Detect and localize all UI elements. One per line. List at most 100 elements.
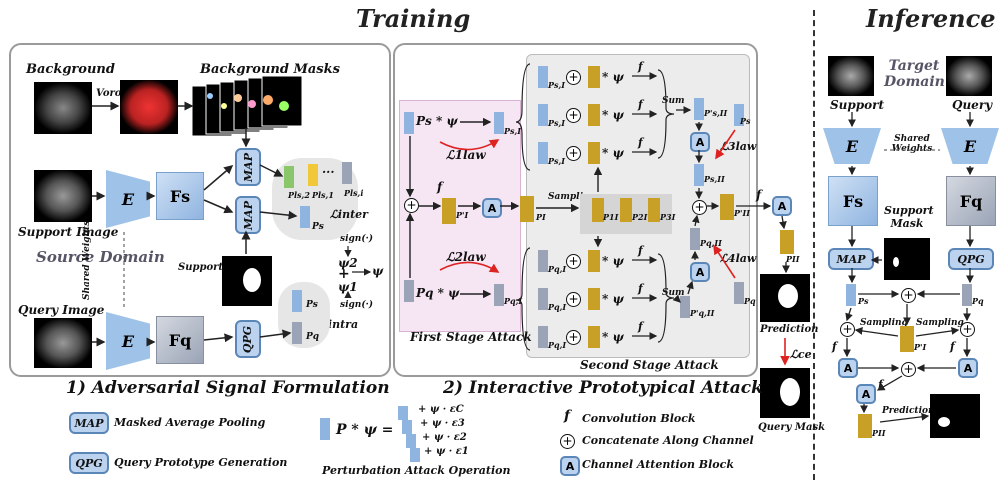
times-psi-lower-1: * ψ bbox=[602, 254, 624, 268]
dots: ... bbox=[322, 162, 335, 176]
ps-label: Ps bbox=[312, 222, 324, 232]
times-psi-lower-2: * ψ bbox=[602, 292, 624, 306]
source-domain-label: Source Domain bbox=[36, 248, 165, 266]
fs-feature: Fs bbox=[156, 172, 204, 220]
l-ce-label: ℒce bbox=[790, 348, 812, 361]
law3-label: ℒ3law bbox=[720, 140, 757, 153]
p-s1-label: Pls,1 bbox=[312, 190, 334, 200]
map-block-1: MAP bbox=[235, 148, 261, 186]
times-psi-upper-3: * ψ bbox=[602, 146, 624, 160]
law4-label: ℒ4law bbox=[720, 252, 757, 265]
ps-I-1-label: Ps,I bbox=[548, 80, 566, 90]
inference-pq-label: Pq bbox=[972, 296, 984, 306]
pII-label: PII bbox=[786, 254, 800, 264]
p2-upper bbox=[588, 104, 600, 126]
inference-fs: Fs bbox=[828, 176, 878, 226]
pI bbox=[520, 196, 534, 222]
ps-I-1 bbox=[538, 66, 548, 88]
pq-psi-label: Pq * ψ bbox=[416, 286, 460, 300]
pq-right-label: Pq bbox=[744, 296, 756, 306]
p2-lower bbox=[588, 288, 600, 310]
pq-I-1-label: Pq,I bbox=[548, 264, 567, 274]
ps-I-2-label: Ps,I bbox=[548, 118, 566, 128]
inference-support-encoder: E bbox=[823, 128, 881, 164]
first-stage-label: First Stage Attack bbox=[410, 330, 532, 344]
psi1-label: ψ1 bbox=[338, 280, 358, 294]
legend-a-box: A bbox=[560, 456, 580, 476]
f-lower-3: f bbox=[638, 320, 643, 333]
pq-label: Pq bbox=[306, 332, 320, 342]
times-psi-upper-2: * ψ bbox=[602, 108, 624, 122]
query-image bbox=[34, 318, 92, 368]
sum-lower: Sum bbox=[662, 288, 685, 298]
sign-label-2: sign(·) bbox=[340, 300, 373, 310]
pq-I-1 bbox=[538, 250, 548, 272]
legend-perturb-lhs: P * ψ = bbox=[336, 422, 394, 438]
sign-label-1: sign(·) bbox=[340, 234, 373, 244]
pI-label: PI bbox=[536, 212, 546, 222]
prototype-pq bbox=[292, 322, 302, 344]
support-image bbox=[34, 170, 92, 222]
pq-I bbox=[494, 284, 504, 306]
legend-perturb-caption: Perturbation Attack Operation bbox=[322, 464, 511, 477]
pq-II-label: Pq,II bbox=[700, 238, 722, 248]
fq-feature: Fq bbox=[156, 316, 204, 364]
query-mask-label: Query Mask bbox=[758, 422, 826, 433]
ps-I-label: Ps,I bbox=[504, 126, 522, 136]
support-encoder: E bbox=[106, 170, 150, 228]
pI-prime-label: P'I bbox=[456, 210, 469, 220]
attention-out: A bbox=[772, 196, 792, 216]
ps-I-3 bbox=[538, 142, 548, 164]
inference-f-left: f bbox=[832, 340, 837, 353]
ps-I bbox=[494, 112, 504, 134]
prototype-s2 bbox=[284, 166, 294, 188]
inference-query-encoder: E bbox=[941, 128, 999, 164]
legend-map-box: MAP bbox=[69, 412, 109, 434]
concat-lower-3: + bbox=[566, 330, 581, 345]
pII bbox=[780, 230, 794, 254]
inference-f-right: f bbox=[950, 340, 955, 353]
times-psi-upper-1: * ψ bbox=[602, 70, 624, 84]
prototype-ps bbox=[300, 206, 310, 228]
prediction-label: Prediction bbox=[760, 324, 819, 335]
p3-label: P3I bbox=[660, 212, 676, 222]
legend-stack-3 bbox=[406, 434, 416, 448]
query-image-label: Query Image bbox=[18, 303, 105, 317]
p2 bbox=[620, 198, 632, 222]
inference-pII-label: PII bbox=[872, 428, 886, 438]
p1-upper bbox=[588, 66, 600, 88]
background-image bbox=[34, 82, 92, 134]
l-inter-label: ℒinter bbox=[330, 208, 368, 221]
ps-II-prime bbox=[694, 98, 704, 120]
legend-term-3: + ψ · ε3 bbox=[420, 418, 465, 429]
prototype-si bbox=[342, 162, 352, 184]
inference-sampling-right: Sampling bbox=[916, 318, 964, 328]
legend-concat-desc: Concatenate Along Channel bbox=[582, 434, 754, 447]
inference-support-mask bbox=[884, 238, 930, 280]
inference-concat-bottom: + bbox=[901, 362, 916, 377]
inference-pII bbox=[858, 414, 872, 438]
pq-right bbox=[734, 282, 744, 304]
f-label-first: f bbox=[437, 180, 443, 194]
f-upper-2: f bbox=[638, 98, 643, 111]
qpg-block: QPG bbox=[235, 320, 261, 358]
prototype-s1 bbox=[308, 164, 318, 186]
concat-upper-2: + bbox=[566, 108, 581, 123]
pq-I-2 bbox=[538, 288, 548, 310]
caption-interactive: 2) Interactive Prototypical Attack bbox=[443, 378, 763, 398]
f-out: f bbox=[756, 188, 762, 202]
concat-lower-2: + bbox=[566, 292, 581, 307]
inference-pq bbox=[962, 284, 972, 306]
f-lower-2: f bbox=[638, 282, 643, 295]
inference-qpg: QPG bbox=[948, 248, 994, 270]
inference-pI-prime-label: P'I bbox=[914, 342, 927, 352]
sum-upper: Sum bbox=[662, 96, 685, 106]
inference-support-label: Support bbox=[830, 98, 885, 112]
p1-label: P1I bbox=[603, 212, 619, 222]
p-s2-label: Pls,2 bbox=[288, 190, 310, 200]
plus-sign: + bbox=[338, 266, 350, 282]
legend-qpg-desc: Query Prototype Generation bbox=[114, 456, 288, 469]
